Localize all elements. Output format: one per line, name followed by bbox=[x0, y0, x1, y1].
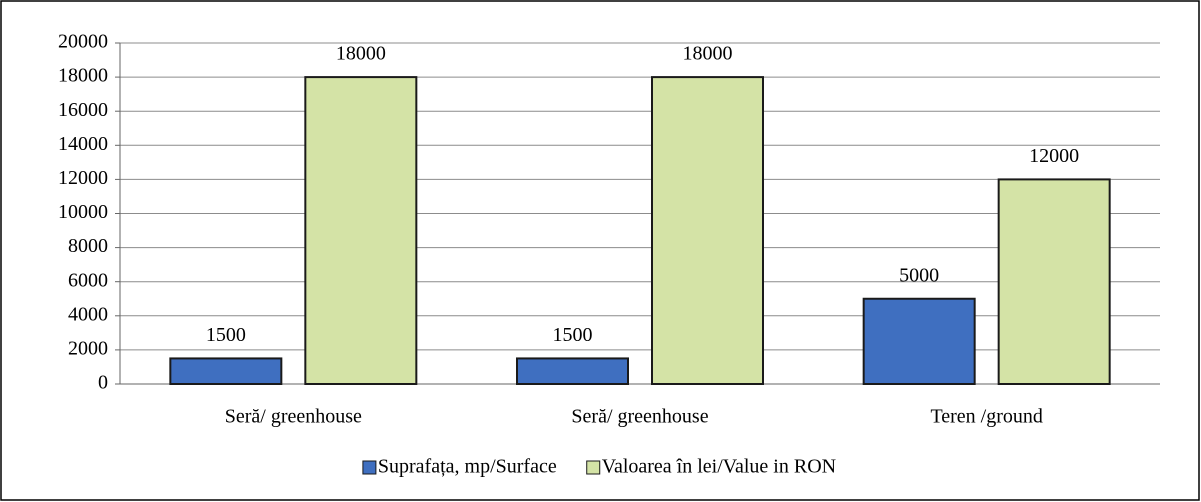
bar bbox=[862, 297, 976, 385]
y-tick-label: 2000 bbox=[68, 337, 108, 359]
data-label: 1500 bbox=[206, 324, 246, 346]
y-tick-label: 20000 bbox=[58, 31, 108, 53]
x-tick-label: Seră/ greenhouse bbox=[571, 406, 708, 428]
y-tick-label: 18000 bbox=[58, 65, 108, 87]
data-label: 5000 bbox=[899, 264, 939, 286]
bar bbox=[651, 76, 764, 385]
y-tick-label: 6000 bbox=[68, 269, 108, 291]
data-label: 12000 bbox=[1029, 145, 1079, 167]
y-tick-label: 0 bbox=[98, 372, 108, 394]
y-tick-label: 16000 bbox=[58, 99, 108, 121]
y-tick-label: 4000 bbox=[68, 303, 108, 325]
y-tick-label: 14000 bbox=[58, 133, 108, 155]
x-tick-label: Seră/ greenhouse bbox=[225, 406, 362, 428]
bar bbox=[304, 76, 418, 385]
data-label: 18000 bbox=[336, 43, 386, 65]
legend-swatch bbox=[362, 460, 377, 475]
data-label: 1500 bbox=[553, 324, 593, 346]
bar bbox=[516, 357, 629, 385]
legend-label: Valoarea în lei/Value in RON bbox=[602, 456, 836, 478]
bar bbox=[169, 357, 283, 385]
legend-label: Suprafața, mp/Surface bbox=[378, 456, 557, 478]
data-label: 18000 bbox=[683, 43, 733, 65]
bar bbox=[997, 178, 1111, 385]
legend-swatch bbox=[586, 460, 601, 475]
y-tick-label: 8000 bbox=[68, 235, 108, 257]
y-tick-label: 10000 bbox=[58, 201, 108, 223]
x-tick-label: Teren /ground bbox=[930, 406, 1042, 428]
y-tick-label: 12000 bbox=[58, 167, 108, 189]
